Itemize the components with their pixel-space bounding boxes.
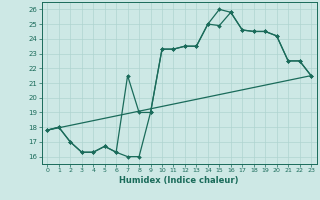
X-axis label: Humidex (Indice chaleur): Humidex (Indice chaleur) <box>119 176 239 185</box>
